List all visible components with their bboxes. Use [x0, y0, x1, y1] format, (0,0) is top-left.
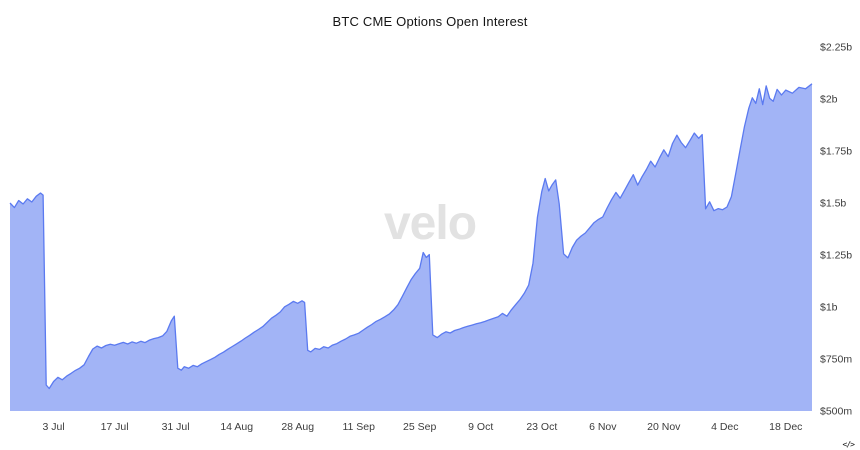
x-axis-tick-label: 31 Jul	[162, 421, 190, 433]
y-axis-tick-label: $1.5b	[820, 198, 846, 210]
y-axis-tick-label: $2.25b	[820, 42, 852, 54]
embed-code-icon[interactable]: </>	[842, 440, 855, 449]
y-axis-tick-label: $500m	[820, 406, 852, 418]
x-axis-tick-label: 28 Aug	[281, 421, 314, 433]
open-interest-area	[10, 83, 812, 412]
x-axis-tick-label: 4 Dec	[711, 421, 738, 433]
y-axis-tick-label: $1.75b	[820, 146, 852, 158]
x-axis-tick-label: 9 Oct	[468, 421, 493, 433]
y-axis-tick-label: $1.25b	[820, 250, 852, 262]
x-axis-tick-label: 14 Aug	[220, 421, 253, 433]
x-axis-tick-label: 3 Jul	[43, 421, 65, 433]
open-interest-line	[9, 83, 813, 390]
x-axis-tick-label: 6 Nov	[589, 421, 617, 433]
x-axis-tick-label: 20 Nov	[647, 421, 681, 433]
chart-title: BTC CME Options Open Interest	[332, 14, 528, 29]
y-axis-tick-label: $2b	[820, 94, 838, 106]
x-axis-tick-label: 11 Sep	[342, 421, 375, 433]
y-axis-tick-label: $750m	[820, 354, 852, 366]
x-axis-tick-label: 17 Jul	[101, 421, 129, 433]
y-axis-tick-label: $1b	[820, 302, 838, 314]
x-axis-tick-label: 23 Oct	[526, 421, 557, 433]
x-axis-tick-label: 25 Sep	[403, 421, 436, 433]
x-axis-tick-label: 18 Dec	[769, 421, 802, 433]
